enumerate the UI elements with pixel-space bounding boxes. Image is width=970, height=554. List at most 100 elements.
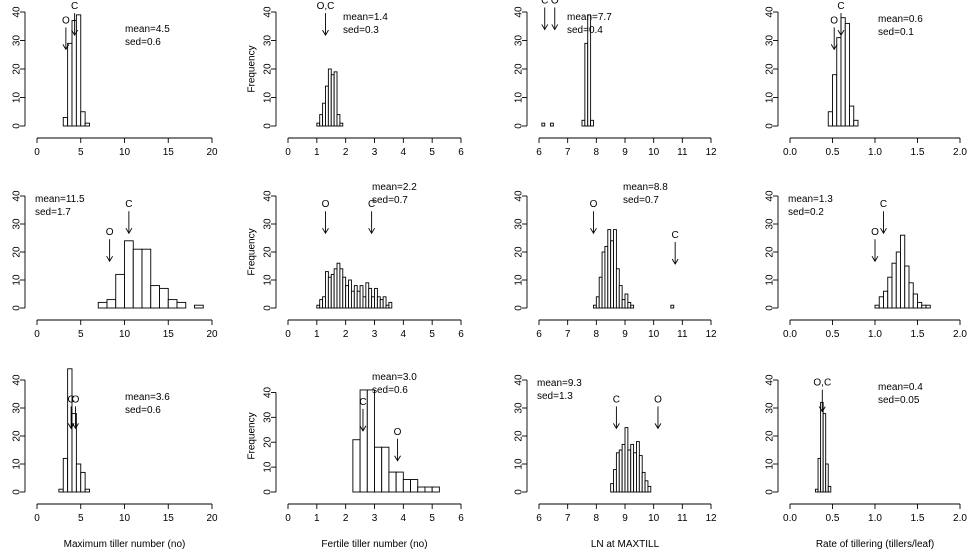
x-tick-label: 0.0 (783, 147, 797, 158)
y-tick-label: 20 (514, 430, 525, 442)
marker-label: O (394, 427, 402, 438)
histogram-bar (382, 296, 387, 309)
y-tick-label: 0 (765, 305, 776, 311)
y-tick-label: 0 (12, 123, 23, 129)
xaxis-title-col-3: LN at MAXTILL (591, 539, 660, 550)
marker-arrow-head (551, 24, 559, 31)
x-tick-label: 5 (429, 513, 435, 524)
x-tick-label: 10 (648, 513, 660, 524)
marker-label: C (125, 199, 132, 210)
x-tick-label: 10 (119, 329, 131, 340)
x-tick-label: 3 (372, 513, 378, 524)
x-tick-label: 0 (34, 513, 40, 524)
y-tick-label: 40 (263, 190, 274, 202)
x-tick-label: 6 (458, 329, 464, 340)
histogram-panel-r3-c1: 0 5 10 15 20 0 10 20 30 40 mean=3.6 sed=0.6 CO (12, 368, 218, 524)
mean-annotation: mean=3.6 (125, 392, 170, 403)
x-tick-label: 0.5 (826, 513, 840, 524)
y-tick-label: 20 (263, 436, 274, 448)
x-tick-label: 0 (285, 329, 291, 340)
histogram-bar (853, 119, 859, 127)
sed-annotation: sed=0.6 (125, 37, 161, 48)
y-tick-label: 0 (263, 305, 274, 311)
x-tick-label: 1 (314, 513, 320, 524)
y-tick-label: 30 (12, 35, 23, 47)
marker-arrow-head (837, 29, 845, 37)
y-tick-label: 20 (263, 63, 274, 75)
y-tick-label: 40 (514, 190, 525, 202)
mean-annotation: mean=1.4 (343, 12, 388, 23)
x-tick-label: 3 (372, 329, 378, 340)
marker-arrow-head (394, 455, 401, 462)
histogram-bar (141, 248, 152, 309)
histogram-bar (374, 446, 383, 493)
histogram-bar (333, 71, 338, 127)
histogram-bar (339, 122, 344, 127)
x-tick-label: 6 (536, 513, 542, 524)
histogram-bar (75, 14, 82, 127)
histogram-bar (132, 248, 143, 309)
histogram-bar (62, 457, 69, 493)
histogram-panel-r2-c4: 0.0 0.5 1.0 1.5 2.0 0 10 20 30 40 mean=1.3 sed=0.2 O… (765, 190, 968, 340)
sed-annotation: sed=0.05 (878, 395, 920, 406)
x-tick-label: 10 (648, 147, 660, 158)
y-tick-label: 30 (514, 218, 525, 230)
xaxis-title-col-2: Fertile tiller number (no) (321, 539, 427, 550)
histogram-bar (402, 479, 411, 493)
histogram-bar (84, 122, 90, 127)
histogram-bar (84, 488, 90, 493)
y-tick-label: 0 (263, 489, 274, 495)
y-tick-label: 20 (765, 63, 776, 75)
histogram-panel-r2-c2: 0 1 2 3 4 5 6 0 10 20 30 40 Frequency mean=2.2 sed=0.7… (247, 182, 465, 340)
marker-arrow-head (590, 227, 597, 235)
xaxis-title-col-4: Rate of tillering (tillers/leaf) (816, 539, 934, 550)
x-tick-label: 1 (314, 329, 320, 340)
x-tick-label: 7 (565, 513, 571, 524)
marker-label: O (322, 199, 330, 210)
marker-arrow-head (71, 29, 79, 37)
y-tick-label: 20 (514, 63, 525, 75)
x-tick-label: 0.5 (826, 329, 840, 340)
y-tick-label: 10 (263, 92, 274, 104)
x-tick-label: 15 (163, 147, 175, 158)
histogram-panel-r3-c3: 6 7 8 9 10 11 12 0 10 20 30 40 mean=9.3 sed=1.3 C O (514, 374, 717, 524)
y-tick-label: 40 (263, 6, 274, 18)
marker-label: C (359, 397, 366, 408)
mean-annotation: mean=3.0 (372, 372, 417, 383)
marker-label: O (551, 0, 559, 6)
y-tick-label: 10 (263, 461, 274, 473)
histogram-bar (395, 471, 404, 493)
x-tick-label: 0 (34, 147, 40, 158)
y-tick-label: 30 (514, 402, 525, 414)
x-tick-label: 1.5 (911, 513, 925, 524)
histogram-bar (67, 368, 73, 493)
x-tick-label: 2 (343, 329, 349, 340)
y-tick-label: 20 (263, 246, 274, 258)
histogram-bar (904, 265, 910, 309)
mean-annotation: mean=1.3 (788, 194, 833, 205)
y-tick-label: 0 (12, 305, 23, 311)
y-tick-label: 20 (514, 246, 525, 258)
marker-label: C (613, 394, 620, 405)
histogram-panel-r1-c2: 0 1 2 3 4 5 6 0 10 20 30 40 Frequency mean=1.4 sed=0.3… (247, 1, 465, 158)
marker-arrow-head (654, 423, 662, 430)
y-tick-label: 10 (765, 274, 776, 286)
x-tick-label: 8 (594, 513, 600, 524)
y-tick-label: 0 (514, 123, 525, 129)
histogram-bar (836, 37, 842, 127)
x-tick-label: 6 (458, 513, 464, 524)
marker-label: C (672, 230, 679, 241)
y-tick-label: 10 (12, 274, 23, 286)
x-tick-label: 20 (206, 329, 218, 340)
marker-arrow-head (541, 24, 549, 31)
x-tick-label: 9 (622, 329, 628, 340)
histogram-bar (194, 304, 204, 309)
histogram-panel-r2-c1: 0 5 10 15 20 0 10 20 30 40 mean=11.5 sed=1.7 O C (12, 190, 218, 340)
y-tick-label: 40 (514, 6, 525, 18)
y-tick-label: 40 (514, 374, 525, 386)
sed-annotation: sed=1.7 (35, 207, 71, 218)
histogram-bar (80, 471, 86, 493)
x-tick-label: 8 (594, 329, 600, 340)
y-tick-label: 40 (765, 374, 776, 386)
y-tick-label: 40 (765, 6, 776, 18)
